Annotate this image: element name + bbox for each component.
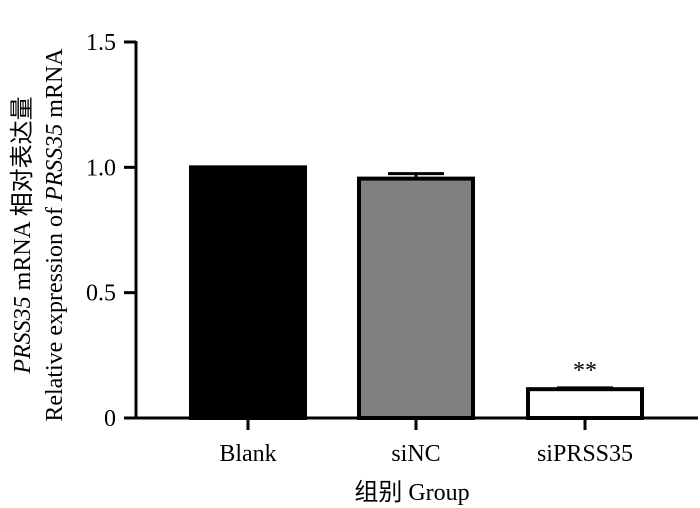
- y-tick-label: 0: [104, 406, 116, 432]
- plot-area: 0 0.5 1.0 1.5 Blank siNC siPRSS35 **: [86, 30, 698, 467]
- bar-sinc: [357, 176, 475, 420]
- bar-siprss35: [526, 387, 644, 421]
- bar-blank: [189, 165, 307, 420]
- x-tick-label-sinc: siNC: [391, 441, 440, 467]
- significance-annotation: **: [573, 358, 597, 384]
- x-axis-title: 组别 Group: [354, 479, 469, 506]
- y-tick-label: 0.5: [86, 281, 116, 307]
- y-tick-label: 1.5: [86, 30, 116, 56]
- x-tick-label-blank: Blank: [219, 441, 276, 467]
- y-tick-label: 1.0: [86, 155, 116, 181]
- x-tick-label-siprss35: siPRSS35: [537, 441, 633, 467]
- y-axis-title-line2: Relative expression of PRSS35 mRNA: [42, 48, 68, 422]
- y-axis-title-line1: PRSS35 mRNA 相对表达量: [9, 96, 36, 374]
